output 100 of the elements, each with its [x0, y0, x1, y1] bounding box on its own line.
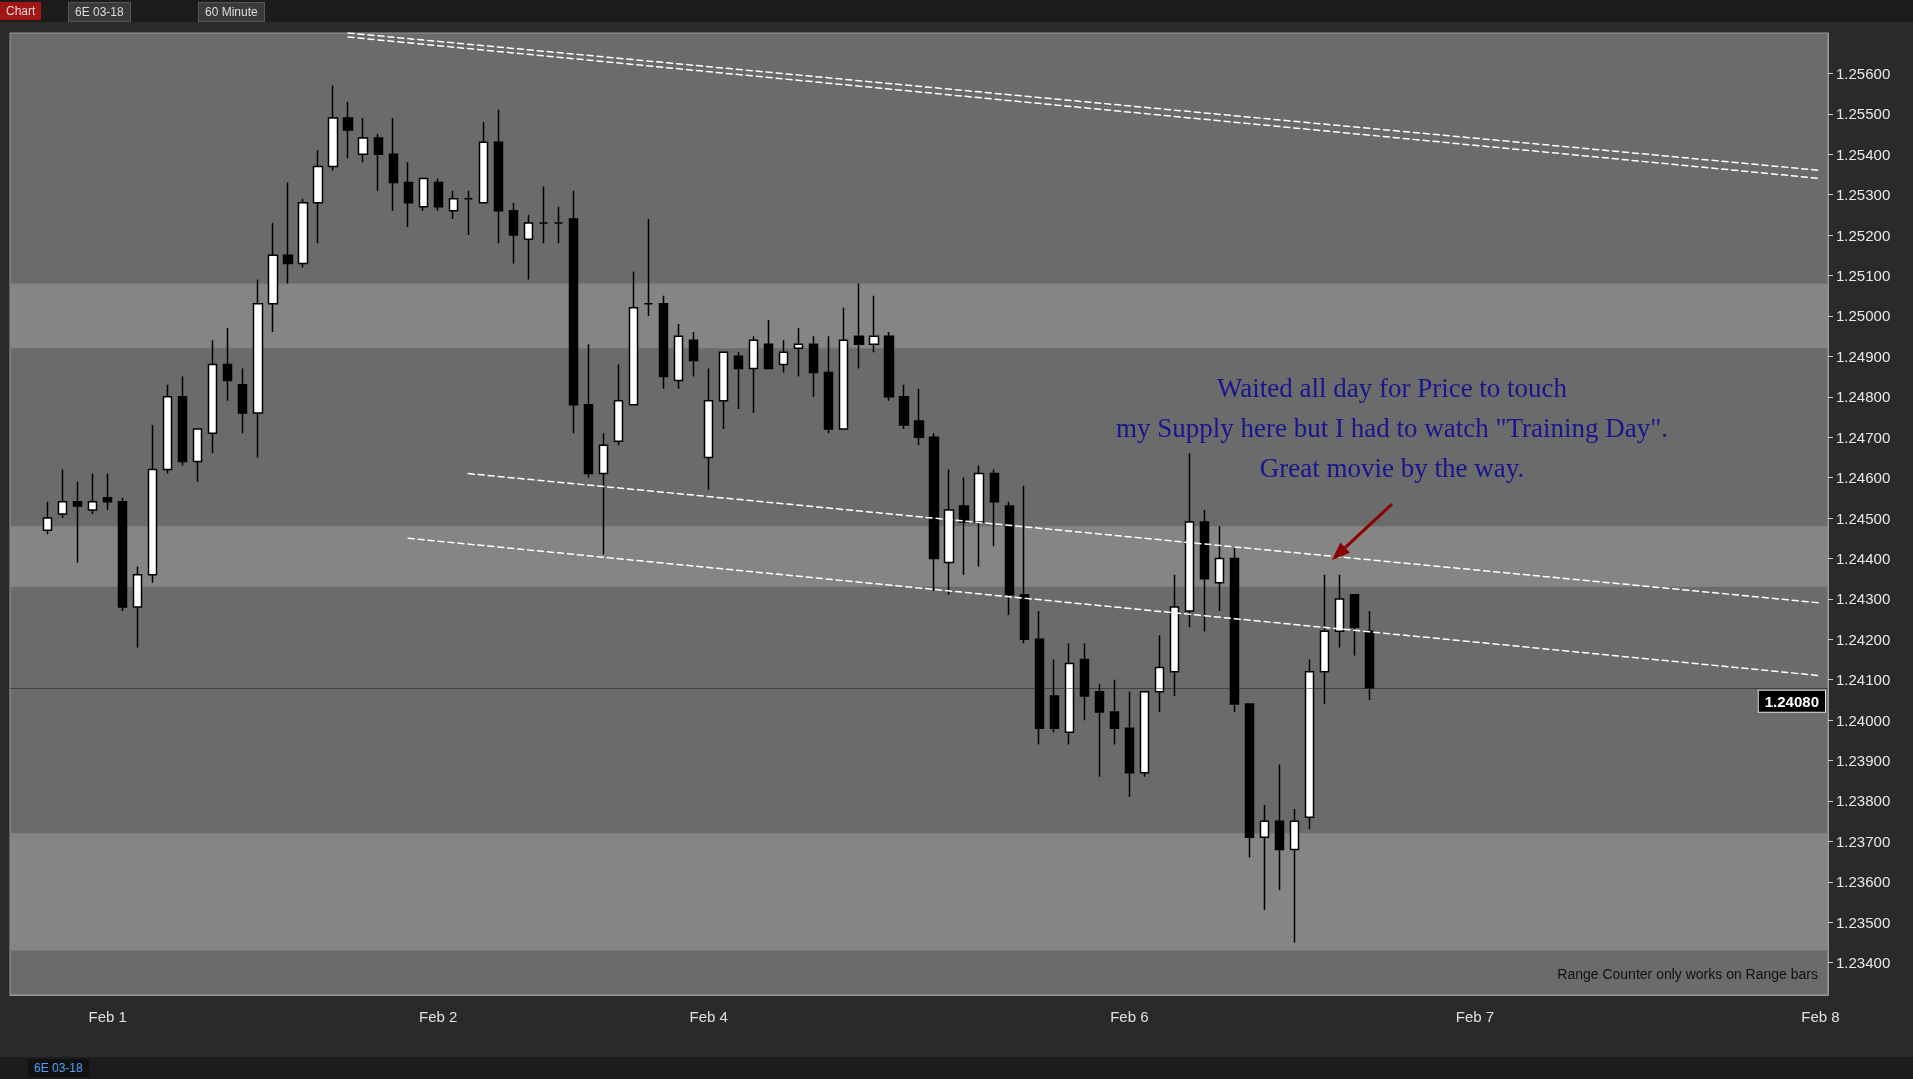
y-tick-label: 1.24300 [1836, 590, 1891, 608]
candlestick [1334, 573, 1345, 649]
candlestick [433, 177, 444, 212]
candlestick [147, 424, 158, 584]
candlestick [237, 367, 248, 434]
y-tick-label: 1.25100 [1836, 267, 1891, 285]
candlestick [913, 387, 925, 447]
y-tick-label: 1.25200 [1836, 226, 1891, 244]
candlestick [327, 84, 339, 172]
candlestick [448, 189, 459, 220]
candlestick [1019, 484, 1030, 645]
candlestick [132, 565, 143, 649]
candlestick [1304, 658, 1315, 831]
annotation: Range Counter only works on Range bars [1557, 966, 1818, 982]
y-tick-label: 1.23400 [1836, 954, 1891, 972]
y-tick-label: 1.25500 [1836, 105, 1891, 123]
y-tick-label: 1.23800 [1836, 792, 1891, 810]
candlestick [418, 177, 429, 212]
candlestick [1199, 509, 1210, 632]
y-tick-label: 1.23700 [1836, 832, 1891, 850]
y-tick-label: 1.25000 [1836, 307, 1891, 325]
candlestick [868, 294, 880, 354]
candlestick [117, 497, 128, 612]
candlestick [252, 278, 264, 459]
chart-title: 6E 03-18 [68, 2, 131, 22]
candlestick [628, 270, 639, 406]
candlestick [267, 222, 279, 333]
y-tick-label: 1.24600 [1836, 469, 1891, 487]
y-tick-label: 1.25600 [1836, 64, 1891, 82]
candlestick [508, 202, 519, 265]
candlestick [838, 307, 849, 430]
candlestick [823, 335, 834, 434]
candlestick [538, 185, 549, 244]
candlestick [222, 327, 233, 402]
candlestick [357, 117, 369, 164]
y-tick-label: 1.25400 [1836, 145, 1891, 163]
y-tick-label: 1.24200 [1836, 630, 1891, 648]
text: Chart [0, 2, 42, 20]
candlestick [312, 149, 324, 244]
candlestick [853, 282, 865, 370]
y-tick-label: 1.23900 [1836, 752, 1891, 770]
candlestick [928, 432, 940, 592]
candlestick [463, 189, 474, 236]
candlestick [778, 339, 789, 374]
y-tick-label: 1.24400 [1836, 549, 1891, 567]
candlestick [297, 197, 309, 269]
candlestick [1094, 683, 1105, 778]
candlestick [1079, 642, 1090, 721]
ref-line-label: 1.24080 [1764, 692, 1819, 710]
candlestick [568, 189, 579, 434]
y-tick-label: 1.24800 [1836, 388, 1891, 406]
candlestick [373, 133, 384, 192]
candlestick [958, 476, 970, 576]
y-tick-label: 1.24700 [1836, 428, 1891, 446]
candlestick [643, 218, 654, 317]
candlestick [192, 428, 203, 483]
y-tick-label: 1.24500 [1836, 509, 1891, 527]
x-tick-label: Feb 2 [419, 1008, 458, 1025]
x-tick-label: Feb 8 [1801, 1008, 1840, 1025]
candlestick [989, 468, 1000, 548]
candlestick [583, 343, 594, 479]
candlestick [553, 206, 564, 244]
candlestick [1109, 678, 1120, 746]
candlestick [898, 383, 910, 430]
candlestick [658, 294, 669, 390]
candlestick [1139, 691, 1150, 778]
candlestick [1124, 691, 1135, 798]
candlestick [1244, 703, 1255, 859]
y-tick-label: 1.24900 [1836, 347, 1891, 365]
candlestick [1349, 594, 1360, 657]
candlestick [688, 331, 699, 378]
candlestick [748, 335, 759, 414]
candlestick [478, 121, 489, 204]
candlestick [673, 323, 684, 390]
candlestick [1034, 610, 1045, 746]
y-tick-label: 1.25300 [1836, 186, 1891, 204]
candlestick [403, 161, 414, 228]
candlestick [1049, 658, 1060, 734]
candlestick [1229, 545, 1240, 713]
candlestick [1274, 763, 1285, 891]
candlestick [703, 367, 714, 491]
candlestick [883, 331, 895, 402]
candlestick [1154, 634, 1165, 713]
candlestick [1259, 804, 1270, 911]
candlestick [162, 383, 173, 475]
candlestick [793, 327, 804, 378]
candlestick [613, 363, 624, 447]
candlestick [87, 472, 98, 515]
candlestick [763, 319, 774, 370]
chart-title: 6E 03-18 [34, 1061, 83, 1075]
candlestick [1364, 610, 1375, 701]
candlestick [493, 109, 504, 244]
x-tick-label: Feb 7 [1455, 1008, 1495, 1025]
candlestick [72, 480, 83, 564]
candlestick [42, 501, 53, 535]
candlestick [282, 181, 294, 285]
x-tick-label: Feb 1 [88, 1008, 127, 1025]
candlestick [1064, 642, 1075, 746]
candlestick [388, 117, 399, 212]
candlestick [1289, 808, 1300, 944]
